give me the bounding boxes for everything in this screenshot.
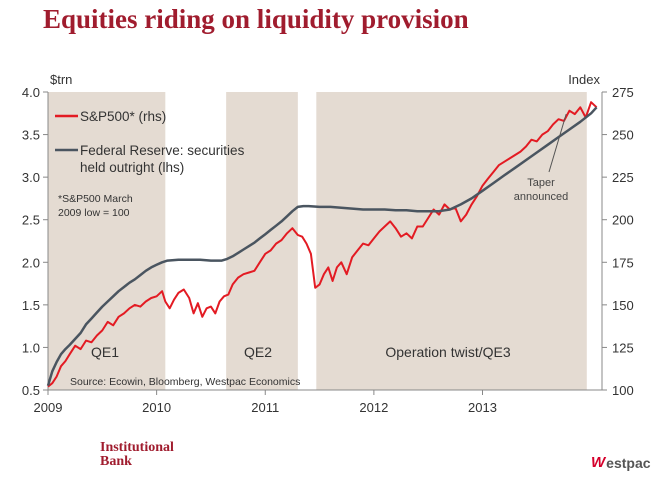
- left-tick-label: 2.5: [22, 213, 40, 228]
- westpac-w-icon: W: [591, 454, 606, 471]
- right-tick-label: 125: [612, 340, 634, 355]
- period-label-2: QE2: [244, 344, 272, 360]
- left-axis-label: $trn: [50, 72, 72, 87]
- left-tick-label: 4.0: [22, 85, 40, 100]
- left-tick-label: 0.5: [22, 383, 40, 398]
- right-axis-label: Index: [568, 72, 600, 87]
- shaded-periods: [48, 92, 587, 390]
- right-tick-label: 275: [612, 85, 634, 100]
- page-title: Equities riding on liquidity provision: [43, 4, 469, 34]
- left-tick-label: 2.0: [22, 255, 40, 270]
- legend-label-fed-2: held outright (lhs): [80, 160, 184, 175]
- chart: 0.5 1.0 1.5 2.0 2.5 3.0 3.5 4.0 100 125 150 175 200 2…: [22, 72, 634, 415]
- x-tick-label: 2012: [359, 400, 388, 415]
- right-tick-label: 225: [612, 170, 634, 185]
- brand-line-2: Bank: [100, 454, 132, 469]
- annotation-line-1: Taper: [527, 177, 555, 189]
- shaded-period-1: [48, 92, 166, 390]
- x-tick-label: 2010: [142, 400, 171, 415]
- brand-line-1: Institutional: [100, 440, 174, 455]
- annotation-line-2: announced: [514, 191, 568, 203]
- legend-label-fed-1: Federal Reserve: securities: [80, 143, 245, 158]
- source-note: Source: Ecowin, Bloomberg, Westpac Econo…: [70, 376, 300, 388]
- axes: [43, 91, 607, 395]
- x-tick-label: 2011: [251, 400, 279, 415]
- shaded-period-2: [226, 92, 298, 390]
- left-tick-label: 1.0: [22, 340, 40, 355]
- series-lines: [46, 101, 598, 388]
- left-tick-label: 3.0: [22, 170, 40, 185]
- right-tick-label: 250: [612, 128, 634, 143]
- right-tick-label: 200: [612, 213, 634, 228]
- right-tick-label: 150: [612, 298, 634, 313]
- footnote-line-1: *S&P500 March: [58, 193, 133, 205]
- footnote-line-2: 2009 low = 100: [58, 207, 130, 219]
- right-tick-label: 100: [612, 383, 634, 398]
- period-label-1: QE1: [91, 344, 119, 360]
- left-tick-label: 1.5: [22, 298, 40, 313]
- fed-securities-line: [46, 106, 598, 387]
- shaded-period-3: [316, 92, 587, 390]
- legend-label-sp500: S&P500* (rhs): [80, 109, 166, 124]
- institutional-bank-logo: Institutional Bank: [100, 441, 174, 469]
- period-label-3: Operation twist/QE3: [385, 344, 510, 360]
- chart-text: 0.5 1.0 1.5 2.0 2.5 3.0 3.5 4.0 100 125 150 175 200 2…: [22, 72, 634, 415]
- x-tick-label: 2009: [34, 400, 63, 415]
- x-tick-label: 2013: [468, 400, 497, 415]
- sp500-line: [47, 101, 598, 388]
- right-tick-label: 175: [612, 255, 634, 270]
- westpac-wordmark: estpac: [606, 454, 651, 471]
- left-tick-label: 3.5: [22, 128, 40, 143]
- taper-pointer: [548, 113, 567, 173]
